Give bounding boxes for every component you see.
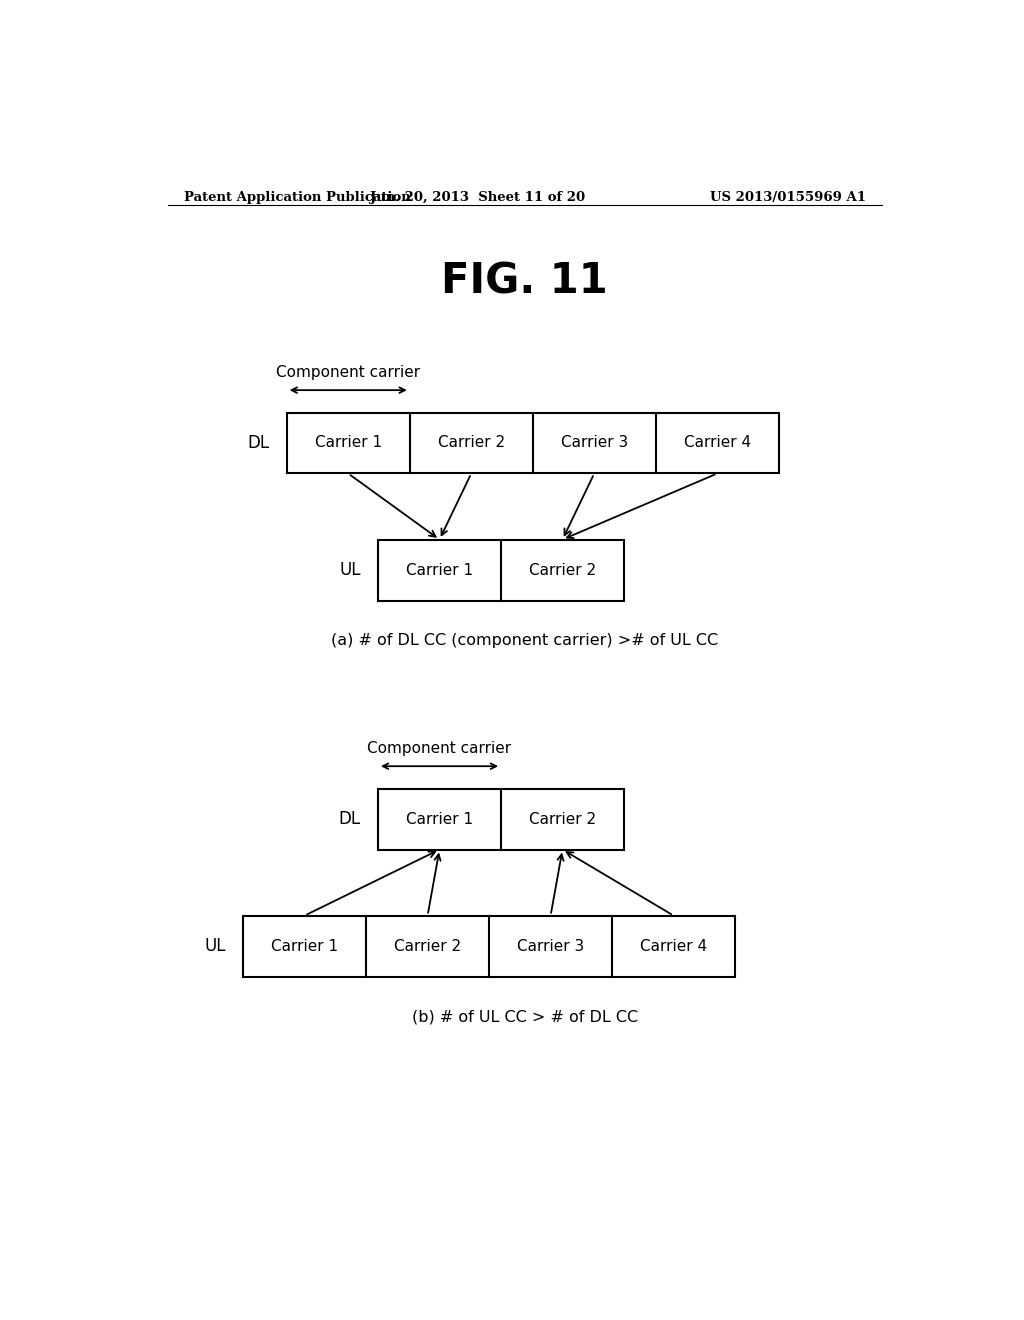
- Text: Carrier 4: Carrier 4: [684, 436, 751, 450]
- Text: Carrier 3: Carrier 3: [560, 436, 628, 450]
- Text: Patent Application Publication: Patent Application Publication: [183, 191, 411, 203]
- Text: Carrier 4: Carrier 4: [640, 939, 708, 953]
- Bar: [378, 788, 624, 850]
- Bar: [378, 540, 624, 601]
- Text: Carrier 2: Carrier 2: [529, 812, 596, 826]
- Text: (b) # of UL CC > # of DL CC: (b) # of UL CC > # of DL CC: [412, 1008, 638, 1024]
- Text: DL: DL: [247, 434, 269, 451]
- Text: (a) # of DL CC (component carrier) ># of UL CC: (a) # of DL CC (component carrier) ># of…: [331, 634, 719, 648]
- Text: US 2013/0155969 A1: US 2013/0155969 A1: [710, 191, 866, 203]
- Text: UL: UL: [339, 561, 360, 579]
- Text: Carrier 1: Carrier 1: [406, 562, 473, 578]
- Text: Component carrier: Component carrier: [276, 364, 420, 380]
- Text: Carrier 3: Carrier 3: [517, 939, 585, 953]
- Text: Carrier 2: Carrier 2: [394, 939, 461, 953]
- Text: Jun. 20, 2013  Sheet 11 of 20: Jun. 20, 2013 Sheet 11 of 20: [370, 191, 585, 203]
- Text: Carrier 2: Carrier 2: [529, 562, 596, 578]
- Text: Carrier 1: Carrier 1: [271, 939, 338, 953]
- Text: UL: UL: [204, 937, 225, 956]
- Text: Component carrier: Component carrier: [368, 741, 512, 756]
- Text: Carrier 1: Carrier 1: [406, 812, 473, 826]
- Bar: [243, 916, 735, 977]
- Text: DL: DL: [338, 810, 360, 828]
- Text: Carrier 2: Carrier 2: [437, 436, 505, 450]
- Text: FIG. 11: FIG. 11: [441, 260, 608, 302]
- Text: Carrier 1: Carrier 1: [314, 436, 382, 450]
- Bar: [287, 413, 779, 474]
